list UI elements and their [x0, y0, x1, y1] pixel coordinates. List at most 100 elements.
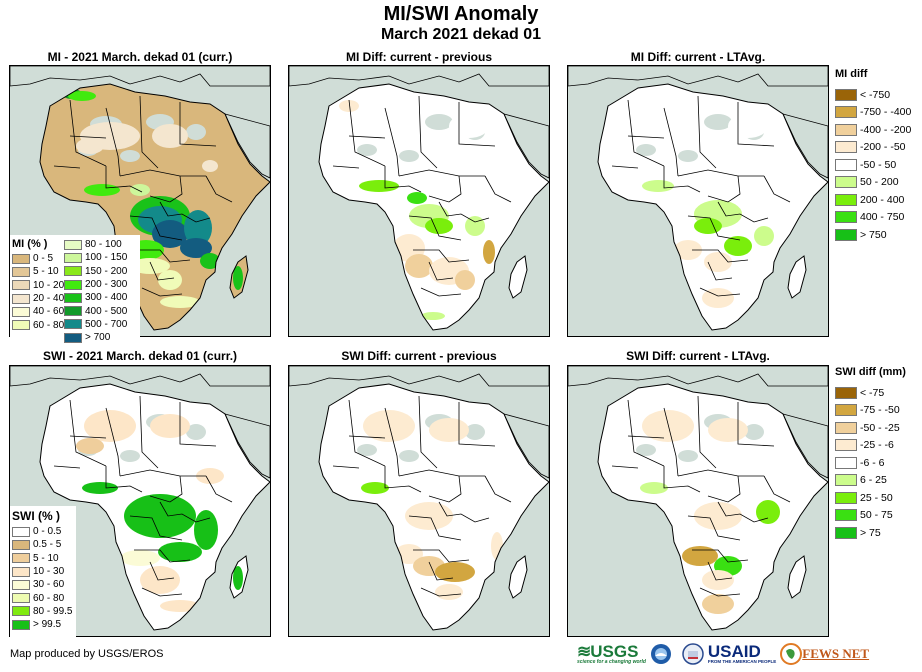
legend-swatch: [835, 211, 857, 224]
value-region: [465, 216, 485, 236]
country-border: [611, 165, 639, 169]
value-region: [158, 542, 202, 562]
legend-label: -50 - -25: [860, 421, 900, 434]
nodata-region: [678, 150, 698, 162]
legend-swatch: [64, 319, 82, 330]
value-region: [702, 594, 734, 614]
legend-swatch: [64, 292, 82, 303]
country-border: [139, 395, 159, 469]
value-region: [674, 240, 702, 260]
legend-swatch: [835, 421, 857, 434]
legend-swatch: [12, 266, 30, 277]
coastline: [597, 83, 828, 331]
country-border: [707, 261, 733, 281]
legend-item: 400 - 500: [64, 304, 138, 317]
legend-item: 30 - 60: [12, 578, 74, 591]
country-border: [663, 107, 679, 177]
country-border: [149, 261, 175, 281]
legend-swatch: [12, 320, 30, 331]
legend-label: 300 - 400: [85, 292, 128, 304]
value-region: [704, 252, 732, 272]
country-border: [69, 435, 107, 439]
country-border: [141, 587, 183, 597]
noaa-logo: [650, 643, 672, 665]
legend-label: 0.5 - 5: [33, 539, 62, 551]
legend-item: 5 - 10: [12, 265, 62, 278]
legend-swatch: [835, 474, 857, 487]
country-border: [129, 215, 183, 241]
value-region: [180, 238, 212, 258]
africa-map: [289, 366, 549, 631]
legend-swatch: [835, 386, 857, 399]
nodata-region: [465, 424, 485, 440]
legend-label: 60 - 80: [33, 592, 65, 604]
value-region: [194, 510, 218, 550]
country-border: [428, 475, 462, 503]
value-region: [429, 418, 469, 442]
country-border: [418, 395, 438, 469]
country-border: [763, 175, 791, 203]
country-border: [677, 469, 764, 477]
country-border: [384, 107, 400, 177]
country-border: [737, 402, 775, 447]
legend-label: > 99.5: [33, 619, 62, 631]
country-border: [697, 95, 717, 169]
logo-strip: ≋USGS science for a changing world USAID…: [577, 641, 869, 667]
country-border: [707, 475, 741, 503]
legend-item: -50 - -25: [835, 419, 906, 437]
legend-item: 80 - 100: [64, 238, 138, 251]
legend-item: 6 - 25: [835, 472, 906, 490]
country-border: [53, 465, 81, 469]
coastline: [39, 383, 270, 631]
value-region: [642, 180, 674, 192]
value-region: [233, 566, 243, 590]
legend-mi-diff: MI diff < -750 -750 - -400 -400 - -200 -200…: [835, 68, 911, 244]
map-swi-diff-previous: [288, 365, 550, 637]
legend-item: -200 - -50: [835, 139, 911, 157]
country-border: [692, 249, 749, 263]
nodata-region: [186, 424, 206, 440]
nodata-region: [744, 424, 764, 440]
legend-swatch: [12, 619, 30, 630]
legend-swatch: [12, 606, 30, 617]
legend-title: SWI (% ): [12, 509, 60, 523]
legend-label: 6 - 25: [860, 474, 887, 487]
value-region: [158, 270, 182, 290]
value-region: [455, 270, 475, 290]
country-border: [707, 561, 733, 581]
country-border: [134, 549, 191, 563]
value-region: [76, 438, 104, 454]
country-border: [420, 587, 462, 597]
country-border: [348, 135, 386, 139]
country-border: [627, 99, 665, 167]
legend-item: 5 - 10: [12, 552, 74, 565]
legend-swatch: [12, 593, 30, 604]
legend-swatch: [12, 553, 30, 564]
value-region: [84, 410, 136, 442]
country-border: [627, 435, 665, 439]
country-border: [408, 515, 462, 541]
nodata-region: [186, 124, 206, 140]
country-border: [105, 166, 143, 193]
legend-item: > 75: [835, 524, 906, 542]
panel-title-mi-diff-ltavg: MI Diff: current - LTAvg.: [630, 50, 766, 64]
neighbor-coastline: [782, 113, 828, 179]
country-border: [438, 501, 490, 523]
country-border: [119, 469, 206, 477]
legend-label: 10 - 30: [33, 566, 65, 578]
value-region: [405, 502, 453, 530]
legend-swatch: [835, 456, 857, 469]
value-region: [361, 482, 389, 494]
map-swi-current: [9, 365, 271, 637]
legend-swatch: [12, 539, 30, 550]
country-border: [420, 287, 462, 297]
country-border: [438, 201, 490, 223]
country-border: [687, 215, 741, 241]
legend-label: 80 - 100: [85, 239, 122, 251]
legend-item: 300 - 400: [64, 291, 138, 304]
value-region: [160, 600, 200, 612]
legend-item: 10 - 30: [12, 565, 74, 578]
value-region: [68, 91, 96, 101]
country-border: [692, 549, 749, 563]
map-swi-diff-ltavg: [567, 365, 829, 637]
